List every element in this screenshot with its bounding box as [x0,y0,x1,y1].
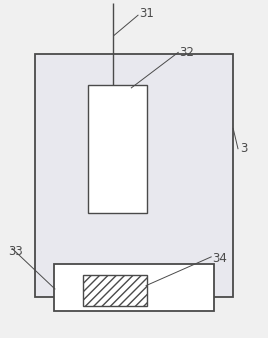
Bar [88,84,147,213]
Text: 33: 33 [8,245,23,258]
Bar [54,264,214,311]
Text: 34: 34 [212,252,227,265]
Text: 31: 31 [139,7,154,20]
Text: 32: 32 [180,46,195,59]
Bar [83,275,147,306]
Bar [35,54,233,297]
Text: 3: 3 [240,142,247,155]
